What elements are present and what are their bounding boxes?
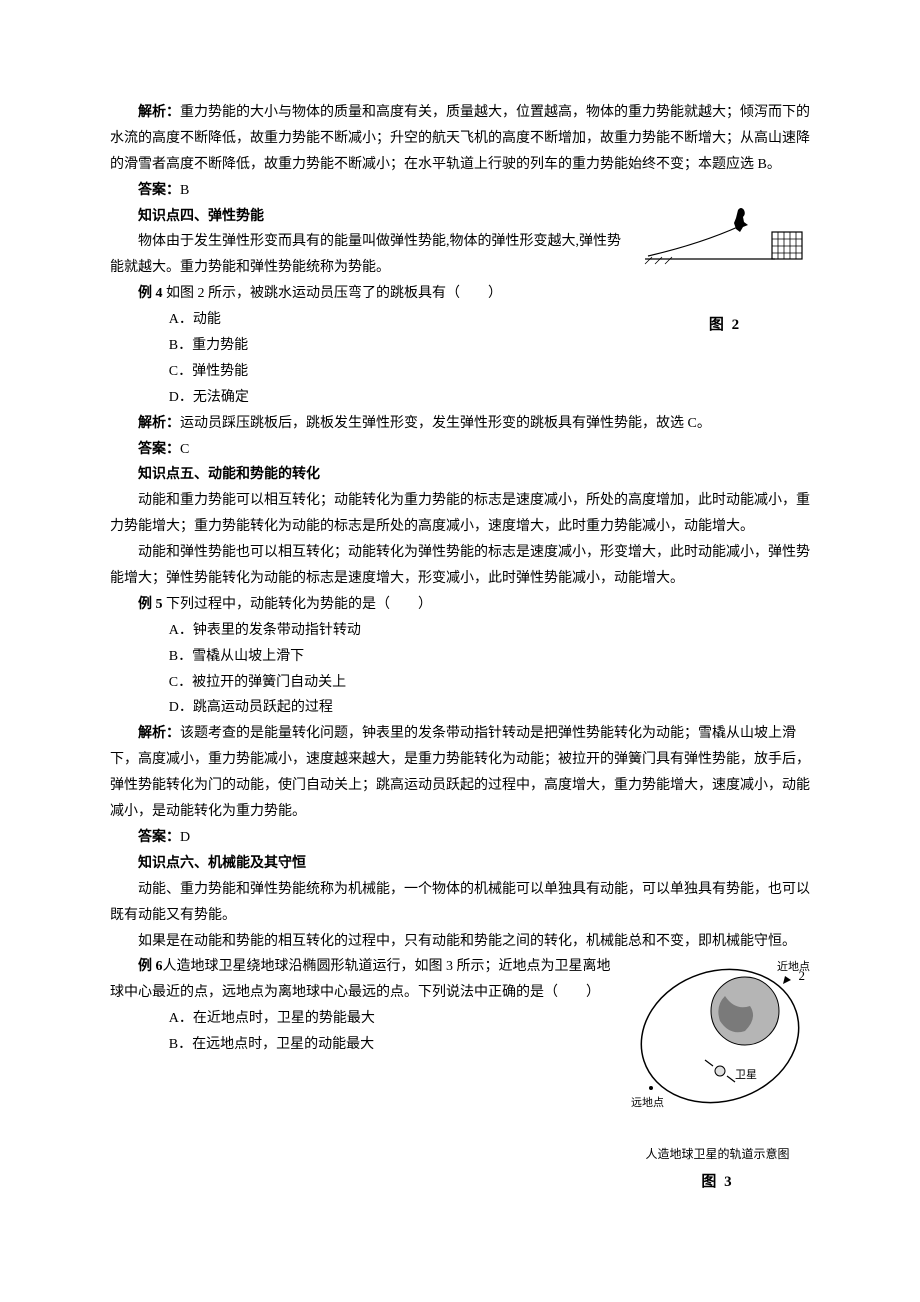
knowledge-point-6-p2: 如果是在动能和势能的相互转化的过程中，只有动能和势能之间的转化，机械能总和不变，… [110,929,810,955]
example-5-option-a: A．钟表里的发条带动指针转动 [110,618,810,644]
page-number: 2 [799,964,806,988]
knowledge-point-5-p1: 动能和重力势能可以相互转化；动能转化为重力势能的标志是速度减小，所处的高度增加，… [110,488,810,540]
figure-2-label: 图 2 [640,312,810,340]
example-5-text: 下列过程中，动能转化为势能的是（ ） [163,597,433,612]
example-4-analysis: 解析：运动员踩压跳板后，跳板发生弹性形变，发生弹性形变的跳板具有弹性势能，故选 … [110,411,810,437]
answer-1: 答案：B [110,178,810,204]
example-5-analysis-text: 该题考查的是能量转化问题，钟表里的发条带动指针转动是把弹性势能转化为动能；雪橇从… [110,726,810,819]
analysis-text-1: 重力势能的大小与物体的质量和高度有关，质量越大，位置越高，物体的重力势能就越大；… [110,105,810,172]
example-4-option-d: D．无法确定 [110,385,810,411]
figure-3-far-label: 远地点 [631,1096,664,1109]
answer-value-4: C [180,442,189,457]
diving-board-icon [640,204,810,299]
example-4-label: 例 4 [138,286,163,301]
example-5-analysis: 解析：该题考查的是能量转化问题，钟表里的发条带动指针转动是把弹性势能转化为动能；… [110,721,810,825]
example-5-analysis-label: 解析： [138,726,180,741]
figure-3-sat-label: 卫星 [735,1068,757,1081]
figure-2: 图 2 [640,204,810,341]
figure-3-label: 图 3 [625,1169,810,1197]
example-4-option-c: C．弹性势能 [110,359,810,385]
figure-3: 近地点 卫星 远地点 人造地球卫星的轨道示意图 图 3 [625,956,810,1197]
figure-3-near-label: 近地点 [777,960,810,973]
document-page: 解析：重力势能的大小与物体的质量和高度有关，质量越大，位置越高，物体的重力势能就… [0,0,920,1118]
answer-label-1: 答案： [138,183,180,198]
answer-label-4: 答案： [138,442,180,457]
example-5-label: 例 5 [138,597,163,612]
example-4-analysis-text: 运动员踩压跳板后，跳板发生弹性形变，发生弹性形变的跳板具有弹性势能，故选 C。 [180,416,711,431]
example-6-text: 人造地球卫星绕地球沿椭圆形轨道运行，如图 3 所示；近地点为卫星离地球中心最近的… [110,959,611,1000]
example-5-option-b: B．雪橇从山坡上滑下 [110,644,810,670]
knowledge-point-5-title: 知识点五、动能和势能的转化 [110,462,810,488]
analysis-paragraph-1: 解析：重力势能的大小与物体的质量和高度有关，质量越大，位置越高，物体的重力势能就… [110,100,810,178]
answer-value-1: B [180,183,189,198]
analysis-label: 解析： [138,105,180,120]
example-5-option-d: D．跳高运动员跃起的过程 [110,695,810,721]
figure-3-caption: 人造地球卫星的轨道示意图 [625,1143,810,1165]
example-4-text: 如图 2 所示，被跳水运动员压弯了的跳板具有（ ） [163,286,503,301]
answer-value-5: D [180,830,190,845]
example-5: 例 5 下列过程中，动能转化为势能的是（ ） [110,592,810,618]
answer-5: 答案：D [110,825,810,851]
knowledge-point-6-title: 知识点六、机械能及其守恒 [110,851,810,877]
answer-4: 答案：C [110,437,810,463]
knowledge-point-5-p2: 动能和弹性势能也可以相互转化；动能转化为弹性势能的标志是速度减小，形变增大，此时… [110,540,810,592]
example-5-option-c: C．被拉开的弹簧门自动关上 [110,670,810,696]
example-6-label: 例 6 [138,959,163,974]
knowledge-point-6-p1: 动能、重力势能和弹性势能统称为机械能，一个物体的机械能可以单独具有动能，可以单独… [110,877,810,929]
satellite-orbit-icon: 近地点 卫星 远地点 [625,956,810,1131]
example-4-analysis-label: 解析： [138,416,180,431]
answer-label-5: 答案： [138,830,180,845]
